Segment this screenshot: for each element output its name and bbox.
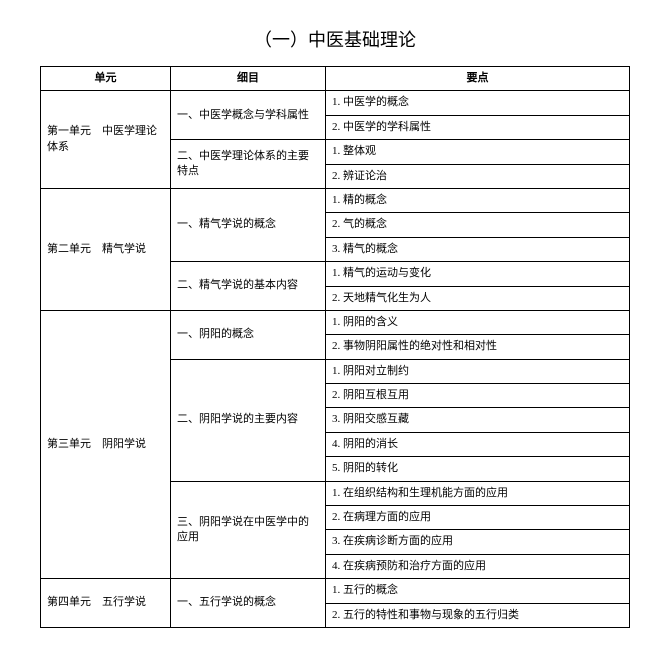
section-cell: 二、中医学理论体系的主要特点	[171, 140, 326, 189]
point-cell: 3. 阴阳交感互藏	[326, 408, 630, 432]
section-cell: 三、阴阳学说在中医学中的应用	[171, 481, 326, 579]
header-unit: 单元	[41, 67, 171, 91]
point-cell: 3. 在疾病诊断方面的应用	[326, 530, 630, 554]
point-cell: 3. 精气的概念	[326, 237, 630, 261]
point-cell: 2. 中医学的学科属性	[326, 115, 630, 139]
point-cell: 2. 辨证论治	[326, 164, 630, 188]
unit-cell: 第四单元 五行学说	[41, 579, 171, 628]
unit-cell: 第三单元 阴阳学说	[41, 310, 171, 578]
header-section: 细目	[171, 67, 326, 91]
table-row: 第三单元 阴阳学说一、阴阳的概念1. 阴阳的含义	[41, 310, 630, 334]
point-cell: 1. 阴阳对立制约	[326, 359, 630, 383]
point-cell: 4. 在疾病预防和治疗方面的应用	[326, 554, 630, 578]
point-cell: 1. 精气的运动与变化	[326, 262, 630, 286]
point-cell: 1. 在组织结构和生理机能方面的应用	[326, 481, 630, 505]
table-row: 第一单元 中医学理论体系一、中医学概念与学科属性1. 中医学的概念	[41, 91, 630, 115]
point-cell: 1. 中医学的概念	[326, 91, 630, 115]
section-cell: 二、阴阳学说的主要内容	[171, 359, 326, 481]
point-cell: 2. 天地精气化生为人	[326, 286, 630, 310]
point-cell: 2. 阴阳互根互用	[326, 384, 630, 408]
point-cell: 1. 阴阳的含义	[326, 310, 630, 334]
point-cell: 2. 事物阴阳属性的绝对性和相对性	[326, 335, 630, 359]
point-cell: 1. 整体观	[326, 140, 630, 164]
point-cell: 2. 五行的特性和事物与现象的五行归类	[326, 603, 630, 627]
unit-cell: 第一单元 中医学理论体系	[41, 91, 171, 189]
point-cell: 2. 在病理方面的应用	[326, 506, 630, 530]
syllabus-table: 单元 细目 要点 第一单元 中医学理论体系一、中医学概念与学科属性1. 中医学的…	[40, 66, 630, 628]
page-title: （一）中医基础理论	[40, 26, 630, 52]
table-row: 第二单元 精气学说一、精气学说的概念1. 精的概念	[41, 188, 630, 212]
section-cell: 一、五行学说的概念	[171, 579, 326, 628]
table-row: 第四单元 五行学说一、五行学说的概念1. 五行的概念	[41, 579, 630, 603]
point-cell: 1. 精的概念	[326, 188, 630, 212]
point-cell: 5. 阴阳的转化	[326, 457, 630, 481]
section-cell: 二、精气学说的基本内容	[171, 262, 326, 311]
unit-cell: 第二单元 精气学说	[41, 188, 171, 310]
table-header-row: 单元 细目 要点	[41, 67, 630, 91]
section-cell: 一、阴阳的概念	[171, 310, 326, 359]
section-cell: 一、精气学说的概念	[171, 188, 326, 261]
point-cell: 2. 气的概念	[326, 213, 630, 237]
header-point: 要点	[326, 67, 630, 91]
point-cell: 1. 五行的概念	[326, 579, 630, 603]
section-cell: 一、中医学概念与学科属性	[171, 91, 326, 140]
point-cell: 4. 阴阳的消长	[326, 432, 630, 456]
